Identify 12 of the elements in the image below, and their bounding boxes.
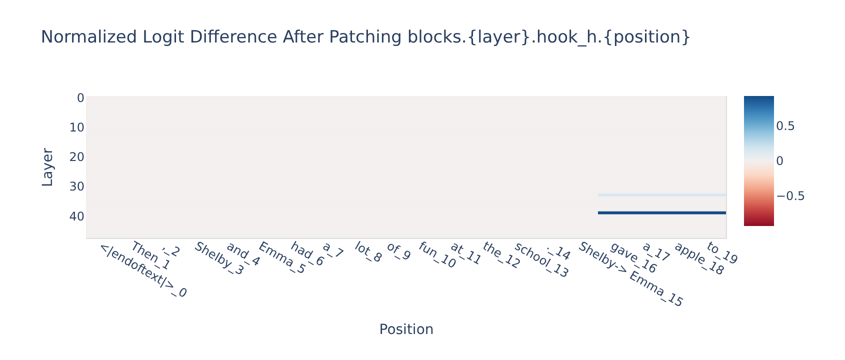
y-tick-label: 20 [69, 150, 84, 164]
y-axis-title: Layer [40, 148, 56, 188]
y-tick-label: 0 [76, 90, 84, 105]
color-bar-label: 0 [776, 154, 784, 168]
x-tick-label: of_9 [384, 238, 414, 264]
chart-title: Normalized Logit Difference After Patching blocks.{layer}.hook_h.{position} [40, 27, 692, 48]
color-bar-label: −0.5 [776, 188, 806, 203]
x-axis-title: Position [379, 322, 434, 338]
y-tick-label: 40 [69, 209, 84, 224]
y-tick-label: 10 [69, 120, 84, 135]
y-tick-label: 30 [69, 180, 84, 194]
color-bar-label: 0.5 [776, 119, 796, 134]
